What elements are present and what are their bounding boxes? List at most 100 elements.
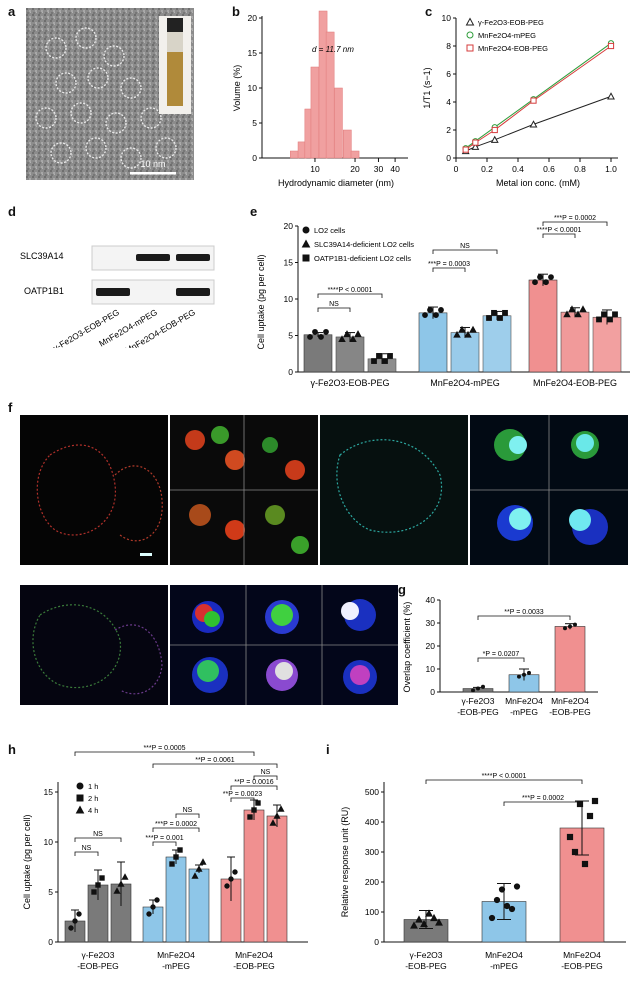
chart-b-ytick-3: 15 — [248, 48, 258, 58]
chart-i-stat-0-bracket — [425, 779, 583, 784]
chart-b-xtick-2: 30 — [374, 164, 384, 174]
chart-g-cat-0-line1: γ-Fe2O3 — [461, 696, 494, 706]
chart-e-dot-1-1-3 — [469, 325, 477, 333]
chart-g-ytick-1: 10 — [426, 664, 436, 674]
fluorescence-images-top — [20, 415, 628, 565]
chart-i-cat-2-line2: -EOB-PEG — [561, 961, 603, 971]
panel-label-g: g — [398, 582, 406, 597]
chart-e-dot-2-1-0 — [563, 310, 571, 318]
chart-c-point-0-4 — [607, 92, 615, 100]
chart-c-point-2-0 — [462, 146, 469, 153]
chart-i-cat-0-line2: -EOB-PEG — [405, 961, 447, 971]
chart-h-stat-0-label: ***P = 0.0005 — [143, 745, 185, 752]
chart-g-dot-2-2 — [573, 622, 577, 627]
chart-e-dot-0-2-1 — [376, 353, 382, 359]
chart-e-dot-2-2-0 — [596, 316, 602, 323]
chart-g-dot-1-0 — [517, 674, 521, 679]
chart-i-dot-2-0 — [566, 833, 574, 841]
chart-e-dot-1-2-3 — [502, 309, 508, 316]
chart-c-line-2 — [465, 45, 612, 151]
chart-g-cat-0-line2: -EOB-PEG — [457, 707, 499, 717]
chart-e-stat-0-label: ****P < 0.0001 — [328, 287, 373, 294]
chart-h-stat-5-label: NS — [183, 807, 193, 814]
chart-e-dot-2-1-3 — [579, 305, 587, 313]
chart-c-ytick-3: 6 — [446, 69, 451, 79]
chart-h-dot-1-0-1 — [150, 904, 156, 910]
chart-e-bar-2-0 — [528, 279, 558, 373]
chart-g-dot-1-2 — [527, 670, 531, 675]
chart-c: 0 2 4 6 8 10 0 0.2 0.4 0.6 0.8 1.0 γ-Fe2O3-EOB-PEG… — [422, 13, 618, 188]
chart-i-dot-2-2 — [576, 800, 584, 808]
chart-i: 0 100 200 300 400 500 ****P < 0.0001 ***P = 0.… — [340, 773, 626, 971]
chart-i-dot-0-0 — [410, 921, 418, 929]
chart-h-dot-0-1-0 — [91, 889, 97, 895]
chart-e-dot-2-0-1 — [537, 274, 543, 280]
chart-e-ytick-0: 0 — [288, 367, 293, 377]
chart-e-bar-1-1 — [450, 332, 480, 373]
chart-b-bar-7 — [343, 129, 352, 159]
chart-e-stat-3-label: ***P = 0.0003 — [428, 261, 470, 268]
chart-e-dot-2-1-2 — [574, 310, 582, 318]
chart-c-point-0-3 — [529, 120, 538, 128]
panel-label-h: h — [8, 742, 16, 757]
chart-e-dot-0-0-3 — [323, 328, 329, 335]
chart-e-legend-marker-0 — [302, 226, 310, 234]
panel-label-a: a — [8, 4, 16, 19]
chart-c-xtick-0: 0 — [454, 164, 459, 174]
chart-c-ytick-4: 8 — [446, 41, 451, 51]
chart-h-dot-0-2-2 — [121, 873, 129, 880]
chart-h-legend-marker-2 — [75, 805, 85, 814]
chart-h-dot-0-0-1 — [72, 918, 78, 924]
chart-g-cat-1-line2: -mPEG — [510, 707, 538, 717]
chart-e-stat-5-bracket — [542, 233, 576, 238]
chart-h-legend-marker-1 — [76, 794, 84, 802]
chart-b-xtick-1: 20 — [350, 164, 360, 174]
chart-c-xtick-4: 0.8 — [574, 164, 586, 174]
chart-h-dot-2-2-2 — [277, 805, 285, 812]
chart-i-cat-1-line2: -mPEG — [490, 961, 518, 971]
chart-g-ytick-2: 20 — [426, 641, 436, 651]
panel-label-b: b — [232, 4, 240, 19]
chart-b-ytick-2: 10 — [248, 83, 258, 93]
chart-c-legend-label-2: MnFe2O4-EOB-PEG — [478, 44, 548, 53]
chart-h-stat-9-label: NS — [82, 845, 92, 852]
chart-i-stat-1-bracket — [503, 801, 583, 806]
chart-h-legend-label-1: 2 h — [88, 794, 98, 803]
chart-i-dot-2-3 — [581, 860, 589, 868]
chart-i-cat-1-line1: MnFe2O4 — [485, 950, 523, 960]
chart-h-dot-0-0-2 — [76, 911, 82, 917]
chart-e-ytick-1: 5 — [288, 331, 293, 341]
chart-h-stat-7-label: ***P = 0.001 — [145, 835, 183, 842]
chart-i-ytick-3: 300 — [365, 847, 379, 857]
chart-c-legend-marker-0 — [465, 17, 475, 26]
chart-h-dot-0-0-0 — [68, 925, 74, 931]
chart-i-dot-2-4 — [586, 812, 594, 820]
chart-c-legend-marker-2 — [466, 44, 474, 52]
chart-g-ylabel: Overlap coefficient (%) — [402, 602, 412, 693]
chart-g: 0 10 20 30 40 **P = 0.0033 *P = 0.0207 γ-Fe2O… — [402, 595, 598, 717]
chart-b-bar-0 — [290, 150, 299, 159]
chart-h-legend-marker-0 — [76, 782, 84, 790]
chart-c-xtick-3: 0.6 — [543, 164, 555, 174]
chart-e-dot-0-1-3 — [354, 330, 362, 337]
chart-h-dot-1-1-2 — [177, 847, 183, 853]
chart-i-dot-1-2 — [498, 886, 506, 893]
chart-c-ytick-0: 0 — [446, 153, 451, 163]
chart-i-dot-1-4 — [508, 905, 516, 913]
chart-b-xlabel: Hydrodynamic diameter (nm) — [278, 178, 394, 188]
chart-i-dot-1-3 — [503, 902, 511, 910]
chart-i-dot-2-1 — [571, 848, 579, 856]
chart-g-ytick-4: 40 — [426, 595, 436, 605]
chart-c-legend-label-1: MnFe2O4-mPEG — [478, 31, 536, 40]
chart-h-stat-0-bracket — [74, 751, 255, 756]
chart-h-dot-1-0-0 — [146, 911, 152, 917]
chart-h-ytick-2: 10 — [44, 837, 54, 847]
chart-c-ytick-2: 4 — [446, 97, 451, 107]
chart-h-stat-1-bracket — [152, 763, 278, 768]
chart-h: 0 5 10 15 1 h 2 h 4 h ***P = 0.0005 **P = 0.00… — [22, 745, 308, 971]
chart-e-dot-0-1-1 — [343, 330, 351, 337]
chart-e: 0 5 10 15 20 LO2 cells SLC39A14-deficient LO2… — [256, 215, 630, 388]
chart-i-dot-1-0 — [488, 914, 496, 922]
chart-b-bar-8 — [350, 150, 360, 159]
chart-e-legend-label-2: OATP1B1-deficient LO2 cells — [314, 254, 411, 263]
